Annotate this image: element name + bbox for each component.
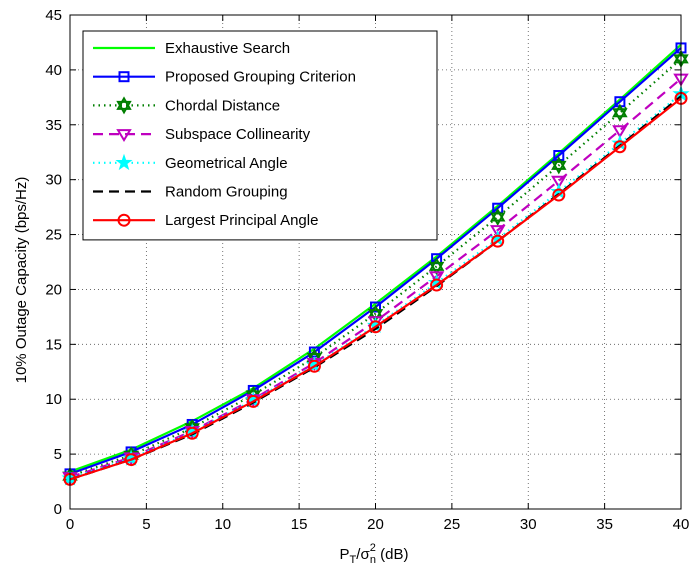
data-point [307,359,321,373]
legend-entry: Proposed Grouping Criterion [93,69,356,86]
y-tick-label: 30 [45,172,62,189]
legend-label: Largest Principal Angle [165,212,318,229]
series-line [69,58,682,478]
legend-label: Random Grouping [165,184,288,201]
legend-entry: Random Grouping [93,184,288,201]
x-label-sub-t: T [350,554,357,566]
data-point [612,103,628,122]
hexagram-up [551,156,567,170]
x-tick-label: 15 [291,516,308,533]
data-point [246,394,260,408]
x-label-slash: / [356,546,361,563]
x-tick-label: 35 [596,516,613,533]
x-tick-label: 5 [142,516,150,533]
y-tick-label: 10 [45,391,62,408]
data-point [551,156,567,175]
x-label-sigma: σ [360,546,370,563]
x-label-p: P [340,546,350,563]
hexagram-up [116,96,132,110]
series-layer [61,42,690,486]
data-point [370,301,381,313]
tick-labels: 0 5 10 15 20 25 30 35 40 0 5 10 15 20 25 30 35 40 45 [45,7,689,533]
data-point [552,188,566,202]
series-line [69,43,682,473]
legend-entry: Largest Principal Angle [93,212,318,229]
legend-box [82,30,438,241]
legend-marker [116,129,132,143]
legend-entry: Subspace Collinearity [93,126,311,143]
legend-label: Proposed Grouping Criterion [165,69,356,86]
data-point [185,426,199,440]
series-exhaustive-search [69,43,682,473]
legend-marker [118,71,130,83]
data-point [369,320,382,334]
hexagram-down [612,108,628,122]
x-tick-label: 25 [444,516,461,533]
series-line [69,97,682,481]
hexagram-up [612,103,628,118]
legend-entry: Chordal Distance [93,96,280,115]
hexagram-down [428,261,445,276]
legend-marker [115,153,133,171]
legend-label: Exhaustive Search [165,40,290,57]
y-tick-label: 25 [45,227,62,244]
y-tick-label: 35 [45,117,62,134]
data-point [612,125,628,139]
y-tick-label: 40 [45,62,62,79]
y-tick-label: 15 [45,336,62,353]
data-point [430,278,444,292]
data-point [491,234,505,248]
x-tick-label: 0 [66,516,74,533]
legend-entry: Geometrical Angle [93,153,288,172]
y-tick-label: 0 [54,501,62,518]
x-tick-label: 10 [214,516,231,533]
hexagram-up [428,257,445,271]
hexagram-down [489,212,506,227]
data-point [551,175,567,189]
y-axis-label: 10% Outage Capacity (bps/Hz) [13,177,30,384]
legend-label: Subspace Collinearity [165,126,311,143]
legend-entry: Exhaustive Search [93,40,290,57]
y-tick-label: 5 [54,446,62,463]
x-tick-label: 30 [520,516,537,533]
data-point [489,225,506,239]
legend: Exhaustive Search Proposed Grouping Crite… [82,30,438,241]
hexagram-down [116,100,132,115]
legend-marker [116,96,132,115]
hexagram-down [551,160,567,175]
y-tick-label: 45 [45,7,62,24]
x-label-unit: (dB) [376,546,409,563]
legend-marker [117,213,131,227]
plot-frame [69,14,682,510]
x-tick-label: 40 [673,516,690,533]
y-tick-label: 20 [45,281,62,298]
legend-label: Geometrical Angle [165,155,288,172]
x-label-sup-2: 2 [370,542,376,554]
axes [69,14,682,510]
data-point [124,453,138,467]
data-point [613,140,627,154]
x-tick-label: 20 [367,516,384,533]
x-axis-label: PT/σ2 n (dB) [340,542,409,566]
data-point [489,207,506,227]
x-label-sub-n: n [370,554,376,566]
hexagram-down [367,309,384,323]
hexagram-up [489,207,506,222]
data-point [428,271,445,285]
legend-label: Chordal Distance [165,97,280,114]
data-point [428,257,445,276]
